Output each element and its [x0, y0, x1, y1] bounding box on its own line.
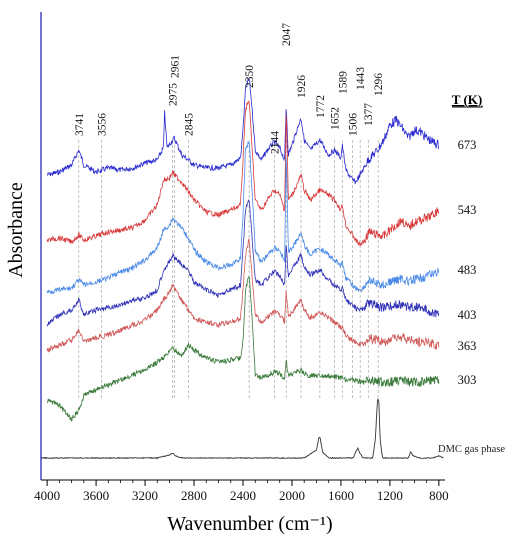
x-tick-label-1200: 1200	[377, 488, 403, 503]
peak-label-1652: 1652	[330, 107, 342, 130]
peak-label-1506: 1506	[347, 113, 359, 136]
series-line-363	[46, 238, 440, 353]
temp-label-403: 403	[458, 308, 477, 322]
temp-label-303: 303	[458, 373, 477, 387]
peak-labels: 3741 3556 2975 2961 2845 2350 2144 2047 1926 1772…	[74, 23, 385, 154]
series-line-403	[46, 199, 440, 327]
temperature-labels: 673 543 483 403 363 303 DMC gas phase	[438, 138, 505, 455]
peak-label-2845: 2845	[184, 113, 196, 136]
temp-label-363: 363	[458, 339, 477, 353]
x-tick-label-1600: 1600	[328, 488, 354, 503]
peak-label-2144: 2144	[269, 131, 281, 154]
temp-label-673: 673	[458, 138, 477, 152]
x-axis-ticks: 4000 3600 3200 2800 2400 2000 1600 1200 800	[34, 480, 449, 503]
x-tick-label-3600: 3600	[83, 488, 109, 503]
peak-label-2961: 2961	[169, 55, 181, 78]
peak-label-1296: 1296	[373, 73, 385, 96]
x-axis-title: Wavenumber (cm⁻¹)	[167, 513, 332, 535]
gas-phase-label: DMC gas phase	[438, 444, 505, 455]
x-tick-label-3200: 3200	[132, 488, 158, 503]
x-tick-label-2000: 2000	[279, 488, 305, 503]
peak-label-2350: 2350	[244, 65, 256, 88]
temp-label-543: 543	[458, 203, 477, 217]
legend-title: T (K)	[452, 92, 482, 107]
series-line-543	[46, 100, 440, 247]
series-line-673	[46, 78, 440, 185]
y-axis-title: Absorbance	[5, 182, 27, 278]
peak-label-1443: 1443	[355, 67, 367, 90]
peak-label-2975: 2975	[168, 83, 180, 106]
x-tick-label-4000: 4000	[34, 488, 60, 503]
peak-label-3741: 3741	[74, 113, 86, 136]
peak-label-2047: 2047	[281, 23, 293, 46]
x-tick-label-2400: 2400	[230, 488, 256, 503]
x-tick-label-800: 800	[429, 488, 449, 503]
series-line-dmc-gas-phase	[40, 398, 444, 460]
peak-label-1772: 1772	[315, 95, 327, 118]
peak-label-1926: 1926	[296, 75, 308, 98]
temp-label-483: 483	[458, 263, 477, 277]
series-line-303	[46, 276, 440, 422]
peak-label-3556: 3556	[97, 113, 109, 136]
peak-label-1589: 1589	[337, 71, 349, 94]
peak-label-1377: 1377	[363, 103, 375, 126]
x-tick-label-2800: 2800	[181, 488, 207, 503]
series-line-483	[46, 140, 440, 295]
spectra-series	[40, 78, 444, 460]
